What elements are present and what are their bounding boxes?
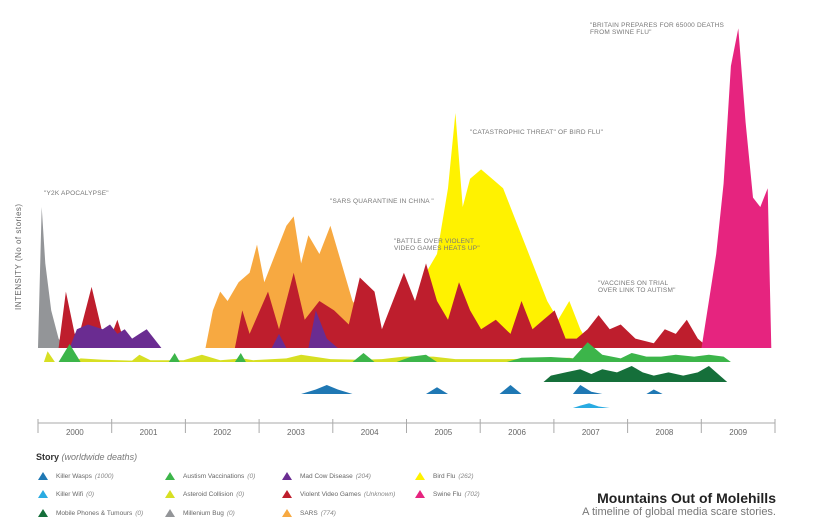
legend-item-mobile-phones: Mobile Phones & Tumours (0): [38, 509, 143, 517]
annotation-y2k: "Y2K APOCALYPSE": [44, 190, 109, 197]
legend-label: Austism Vaccinations: [183, 472, 245, 480]
legend-deaths: (0): [135, 509, 144, 517]
legend-swatch-icon: [38, 509, 48, 517]
legend-deaths: (204): [355, 472, 371, 480]
x-axis: 2000 2001 2002 2003 2004 2005 2006 2007 2008 2009: [37, 419, 776, 437]
legend-label: Violent Video Games: [300, 490, 361, 498]
legend-deaths: (0): [236, 490, 245, 498]
legend-label: Swine Flu: [433, 490, 462, 498]
area-killer-wifi: [572, 403, 610, 408]
legend-deaths: (1000): [94, 472, 114, 480]
x-tick-label: 2000: [66, 428, 84, 437]
legend-item-mad-cow: Mad Cow Disease (204): [282, 472, 371, 480]
x-tick-label: 2009: [729, 428, 747, 437]
x-tick-label: 2002: [213, 428, 231, 437]
legend-deaths: (774): [320, 509, 336, 517]
legend-title: Story (worldwide deaths): [36, 452, 137, 462]
legend-label: Asteroid Collision: [183, 490, 234, 498]
legend-label: SARS: [300, 509, 318, 517]
annotation-vaccines: "VACCINES ON TRIAL OVER LINK TO AUTISM": [598, 280, 676, 294]
legend-deaths: (0): [86, 490, 95, 498]
legend-item-autism-vaccinations: Austism Vaccinations (0): [165, 472, 255, 480]
area-killer-wasps: [301, 385, 663, 394]
x-tick-label: 2008: [656, 428, 674, 437]
x-tick-label: 2006: [508, 428, 526, 437]
legend-title-story: Story: [36, 452, 60, 462]
legend-swatch-icon: [165, 490, 175, 498]
legend-swatch-icon: [282, 472, 292, 480]
legend-label: Mobile Phones & Tumours: [56, 509, 133, 517]
chart-areas: [38, 28, 772, 408]
legend-item-swine-flu: Swine Flu (702): [415, 490, 480, 498]
annotation-sars: "SARS QUARANTINE IN CHINA ": [330, 198, 434, 205]
legend-item-asteroid-collision: Asteroid Collision (0): [165, 490, 244, 498]
legend-swatch-icon: [38, 472, 48, 480]
area-mad-cow: [69, 310, 338, 348]
legend-label: Killer Wifi: [56, 490, 84, 498]
area-mobile-phones: [543, 366, 728, 382]
x-tick-label: 2004: [361, 428, 379, 437]
legend-item-violent-games: Violent Video Games (Unknown): [282, 490, 395, 498]
x-tick-label: 2007: [582, 428, 600, 437]
annotation-birdflu: "CATASTROPHIC THREAT" OF BIRD FLU": [470, 129, 604, 136]
legend-swatch-icon: [165, 509, 175, 517]
legend-swatch-icon: [282, 490, 292, 498]
legend-item-sars: SARS (774): [282, 509, 336, 517]
legend-item-millenium-bug: Millenium Bug (0): [165, 509, 235, 517]
legend-swatch-icon: [38, 490, 48, 498]
legend-deaths: (262): [458, 472, 474, 480]
legend-label: Bird Flu: [433, 472, 456, 480]
legend-item-bird-flu: Bird Flu (262): [415, 472, 474, 480]
legend-deaths: (702): [464, 490, 480, 498]
annotation-games: "BATTLE OVER VIOLENT VIDEO GAMES HEATS U…: [394, 238, 480, 252]
area-violent-games: [58, 263, 709, 348]
legend-swatch-icon: [415, 472, 425, 480]
legend-label: Killer Wasps: [56, 472, 92, 480]
legend-deaths: (0): [226, 509, 235, 517]
area-swine-flu: [701, 28, 772, 349]
annotation-swineflu: "BRITAIN PREPARES FOR 65000 DEATHS FROM …: [590, 22, 725, 36]
y-axis-label: INTENSITY (No of stories): [14, 203, 23, 310]
legend-label: Mad Cow Disease: [300, 472, 353, 480]
area-millenium-bug: [38, 207, 66, 348]
legend-swatch-icon: [415, 490, 425, 498]
x-tick-label: 2003: [287, 428, 305, 437]
legend-title-deaths: (worldwide deaths): [61, 452, 138, 462]
legend-item-killer-wasps: Killer Wasps (1000): [38, 472, 114, 480]
area-bird-flu: [396, 113, 592, 348]
legend-swatch-icon: [165, 472, 175, 480]
legend-label: Millenium Bug: [183, 509, 224, 517]
chart-subtitle: A timeline of global media scare stories…: [582, 506, 776, 518]
legend-deaths: (Unknown): [363, 490, 396, 498]
legend-deaths: (0): [247, 472, 256, 480]
area-autism-vaccinations: [58, 342, 731, 362]
x-tick-label: 2001: [140, 428, 158, 437]
chart-title: Mountains Out of Molehills: [597, 490, 776, 506]
legend-swatch-icon: [282, 509, 292, 517]
legend-item-killer-wifi: Killer Wifi (0): [38, 490, 94, 498]
x-tick-label: 2005: [434, 428, 452, 437]
